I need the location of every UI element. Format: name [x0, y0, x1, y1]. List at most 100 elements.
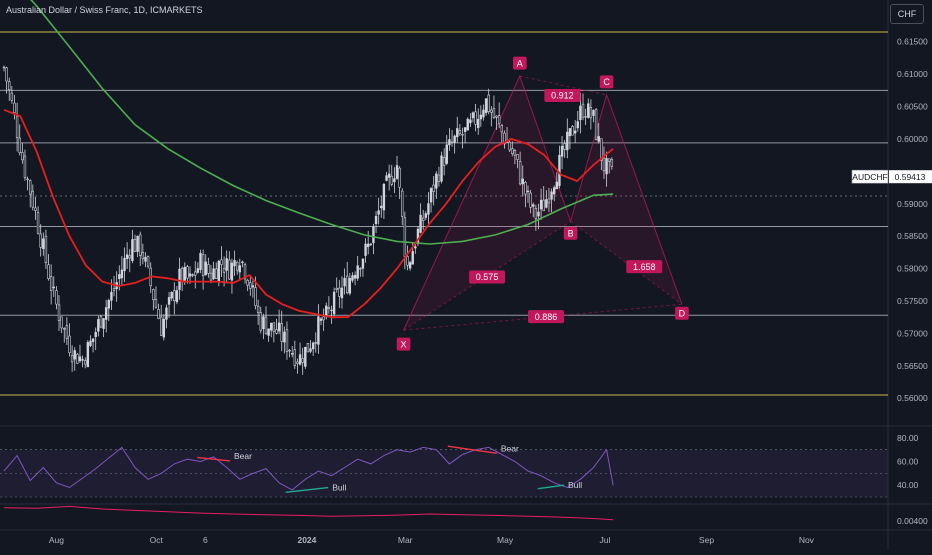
- candle-body: [474, 111, 477, 125]
- candle-body: [97, 319, 100, 332]
- candle-body: [125, 254, 129, 259]
- candle-body: [293, 349, 297, 366]
- candle-body: [401, 190, 404, 217]
- pattern-point-b: B: [568, 228, 574, 238]
- candle-body: [456, 128, 459, 138]
- candle-body: [154, 298, 158, 308]
- lower-indicator-line: [3, 505, 614, 521]
- candle-body: [157, 309, 160, 320]
- candle-body: [487, 94, 490, 113]
- pattern-ratio-label: 1.658: [633, 262, 656, 272]
- candle-body: [60, 316, 63, 329]
- candle-body: [110, 291, 113, 301]
- candle-body: [524, 182, 527, 195]
- candle-body: [81, 359, 84, 361]
- candle-body: [160, 316, 163, 336]
- time-tick-label: May: [497, 535, 514, 545]
- price-tick-label: 0.60000: [897, 134, 928, 144]
- candle-body: [186, 266, 189, 279]
- candle-body: [220, 259, 223, 265]
- candle-body: [497, 115, 501, 124]
- candle-body: [102, 318, 105, 329]
- candle-body: [212, 268, 215, 280]
- candle-body: [107, 300, 111, 309]
- candle-body: [23, 155, 27, 178]
- time-tick-label: 2024: [297, 535, 316, 545]
- candle-body: [500, 125, 503, 133]
- candle-body: [330, 309, 333, 312]
- candle-body: [581, 103, 585, 118]
- price-tick-label: 0.61500: [897, 37, 928, 47]
- candle-body: [319, 318, 323, 321]
- candle-body: [550, 191, 553, 200]
- candle-body: [104, 307, 108, 320]
- candle-body: [508, 141, 511, 151]
- candle-body: [256, 305, 260, 313]
- candle-body: [398, 167, 401, 188]
- price-tick-label: 0.59000: [897, 199, 928, 209]
- candle-body: [469, 119, 472, 124]
- candle-body: [385, 175, 388, 181]
- candle-body: [526, 190, 530, 193]
- candle-body: [518, 161, 522, 185]
- candle-body: [73, 350, 76, 360]
- candle-body: [188, 273, 192, 277]
- candle-body: [374, 215, 378, 225]
- pattern-point-x: X: [401, 339, 407, 349]
- candle-body: [209, 272, 213, 281]
- candle-body: [144, 256, 147, 262]
- candle-body: [2, 66, 6, 69]
- candle-body: [131, 239, 134, 262]
- candle-body: [453, 135, 456, 143]
- candle-body: [262, 316, 265, 330]
- candle-body: [120, 269, 124, 279]
- candle-body: [183, 266, 186, 281]
- candle-body: [414, 246, 417, 249]
- candle-body: [280, 323, 283, 342]
- pattern-ratio-label-box: [544, 89, 581, 103]
- candle-body: [317, 316, 320, 345]
- candle-body: [8, 81, 11, 91]
- candle-body: [306, 343, 310, 353]
- candle-body: [387, 173, 391, 178]
- candle-body: [361, 258, 365, 269]
- candle-body: [55, 290, 58, 305]
- candle-body: [36, 212, 40, 234]
- candle-body: [246, 279, 249, 286]
- candle-body: [432, 184, 435, 192]
- candle-body: [322, 316, 325, 321]
- candle-body: [207, 264, 210, 274]
- candle-body: [49, 276, 53, 291]
- time-tick-label: Sep: [699, 535, 714, 545]
- candle-body: [225, 258, 228, 271]
- candle-body: [173, 290, 176, 301]
- candle-body: [277, 322, 281, 332]
- pattern-ratio-label: 0.912: [551, 91, 574, 101]
- candle-body: [589, 107, 593, 119]
- candle-body: [201, 254, 205, 277]
- candle-body: [369, 243, 372, 246]
- candle-body: [290, 353, 294, 355]
- candle-body: [450, 141, 454, 144]
- candle-body: [343, 277, 346, 287]
- candle-body: [477, 119, 480, 129]
- pattern-fill-xab: [403, 76, 571, 331]
- rsi-tick-label: 40.00: [897, 480, 919, 490]
- candle-body: [364, 243, 367, 256]
- currency-button[interactable]: CHF: [890, 4, 924, 24]
- candle-body: [267, 328, 270, 336]
- candle-body: [94, 332, 97, 338]
- candle-body: [233, 260, 236, 267]
- price-tick-label: 0.60500: [897, 102, 928, 112]
- candle-body: [275, 329, 278, 334]
- pattern-ratio-label: 0.575: [476, 272, 499, 282]
- candle-body: [5, 67, 8, 82]
- candle-body: [238, 265, 241, 273]
- candle-body: [311, 342, 315, 350]
- rsi-divergence-label: Bear: [501, 443, 519, 453]
- candle-body: [196, 268, 200, 273]
- green-moving-average: [30, 0, 614, 245]
- candle-body: [380, 205, 383, 209]
